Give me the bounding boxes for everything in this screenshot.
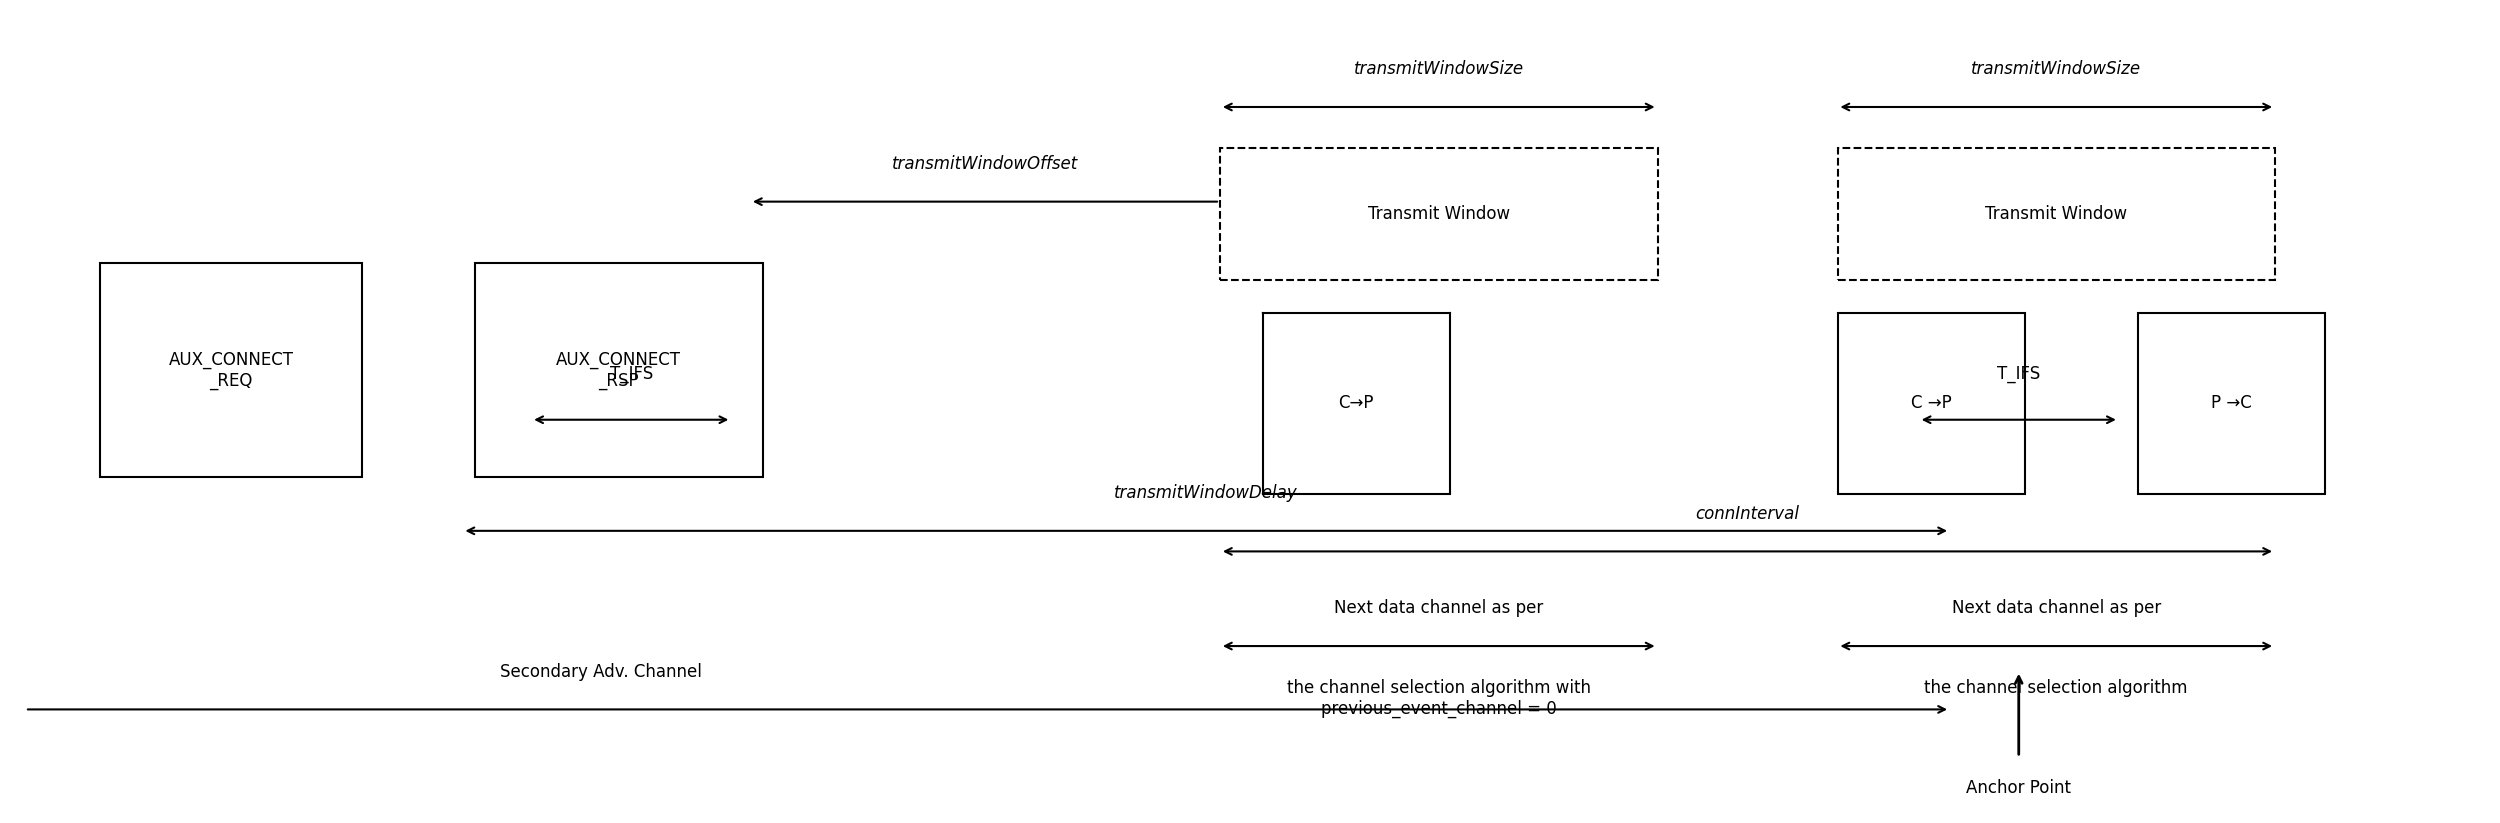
- Text: Transmit Window: Transmit Window: [1985, 205, 2128, 223]
- Text: P →C: P →C: [2210, 394, 2252, 412]
- Text: AUX_CONNECT
_REQ: AUX_CONNECT _REQ: [170, 351, 295, 390]
- Bar: [1262, 313, 1450, 494]
- Text: Anchor Point: Anchor Point: [1968, 779, 2070, 797]
- Bar: [100, 263, 362, 477]
- Text: T_IFS: T_IFS: [610, 365, 652, 383]
- Bar: [2138, 313, 2325, 494]
- Text: Next data channel as per: Next data channel as per: [1952, 599, 2160, 617]
- Text: transmitWindowSize: transmitWindowSize: [1352, 60, 1525, 78]
- Bar: [1220, 148, 1658, 280]
- Bar: [1838, 148, 2275, 280]
- Bar: [475, 263, 762, 477]
- Bar: [1838, 313, 2025, 494]
- Text: C →P: C →P: [1910, 394, 1952, 412]
- Text: Next data channel as per: Next data channel as per: [1335, 599, 1542, 617]
- Text: the channel selection algorithm: the channel selection algorithm: [1925, 679, 2188, 697]
- Text: transmitWindowSize: transmitWindowSize: [1970, 60, 2142, 78]
- Text: transmitWindowDelay: transmitWindowDelay: [1115, 484, 1298, 502]
- Text: T_IFS: T_IFS: [1998, 365, 2040, 383]
- Text: C→P: C→P: [1338, 394, 1375, 412]
- Text: Transmit Window: Transmit Window: [1368, 205, 1510, 223]
- Text: Secondary Adv. Channel: Secondary Adv. Channel: [500, 663, 702, 681]
- Text: AUX_CONNECT
_RSP: AUX_CONNECT _RSP: [555, 351, 680, 390]
- Text: transmitWindowOffset: transmitWindowOffset: [892, 155, 1078, 173]
- Text: connInterval: connInterval: [1695, 504, 1800, 523]
- Text: the channel selection algorithm with
previous_event_channel = 0: the channel selection algorithm with pre…: [1288, 679, 1590, 718]
